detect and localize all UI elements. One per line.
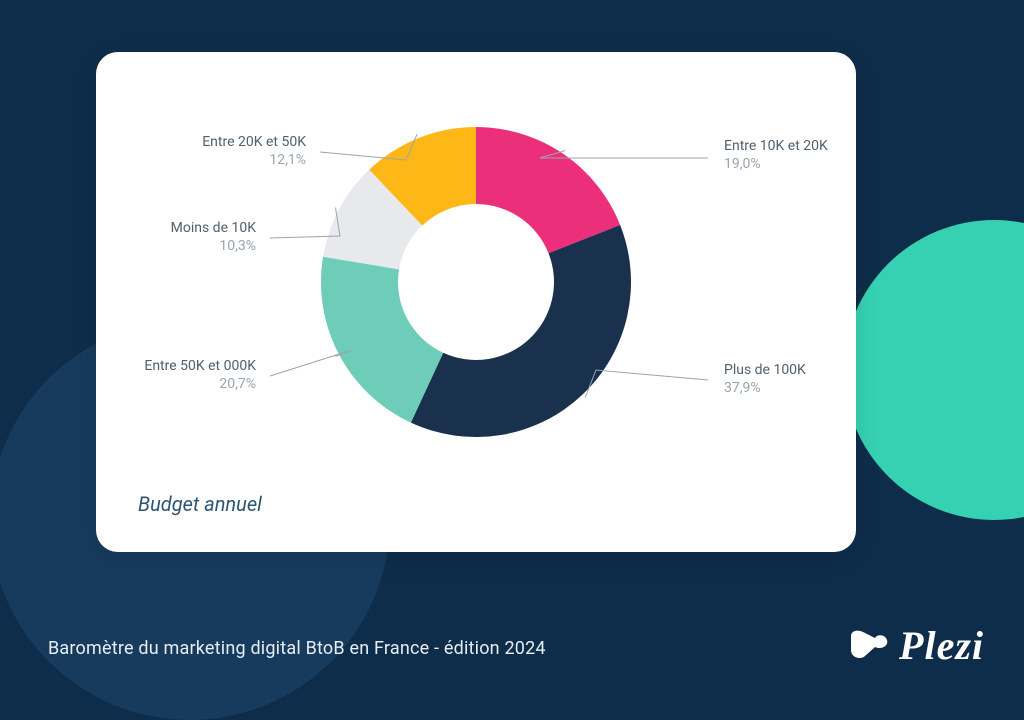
segment-label-pct: 10,3%	[171, 238, 256, 256]
segment-label-name: Entre 50K et 000K	[144, 358, 256, 376]
donut-segment	[411, 225, 631, 437]
segment-label-pct: 19,0%	[724, 156, 828, 174]
donut-chart	[321, 127, 631, 437]
segment-label: Entre 20K et 50K12,1%	[202, 134, 306, 169]
segment-label: Entre 50K et 000K20,7%	[144, 358, 256, 393]
brand-logo-icon	[849, 628, 889, 664]
chart-card: Entre 10K et 20K19,0% Plus de 100K37,9% En…	[96, 52, 856, 552]
chart-caption: Budget annuel	[138, 492, 262, 516]
segment-label: Entre 10K et 20K19,0%	[724, 138, 828, 173]
footer-text: Baromètre du marketing digital BtoB en F…	[48, 638, 546, 659]
segment-label-name: Moins de 10K	[171, 220, 256, 238]
segment-label-name: Entre 20K et 50K	[202, 134, 306, 152]
segment-label: Moins de 10K10,3%	[171, 220, 256, 255]
segment-label-pct: 12,1%	[202, 152, 306, 170]
segment-label: Plus de 100K37,9%	[724, 362, 806, 397]
brand-logo-wordmark: Plezi	[899, 622, 984, 669]
segment-label-pct: 37,9%	[724, 380, 806, 398]
segment-label-pct: 20,7%	[144, 376, 256, 394]
segment-label-name: Entre 10K et 20K	[724, 138, 828, 156]
brand-logo: Plezi	[849, 622, 984, 669]
segment-label-name: Plus de 100K	[724, 362, 806, 380]
